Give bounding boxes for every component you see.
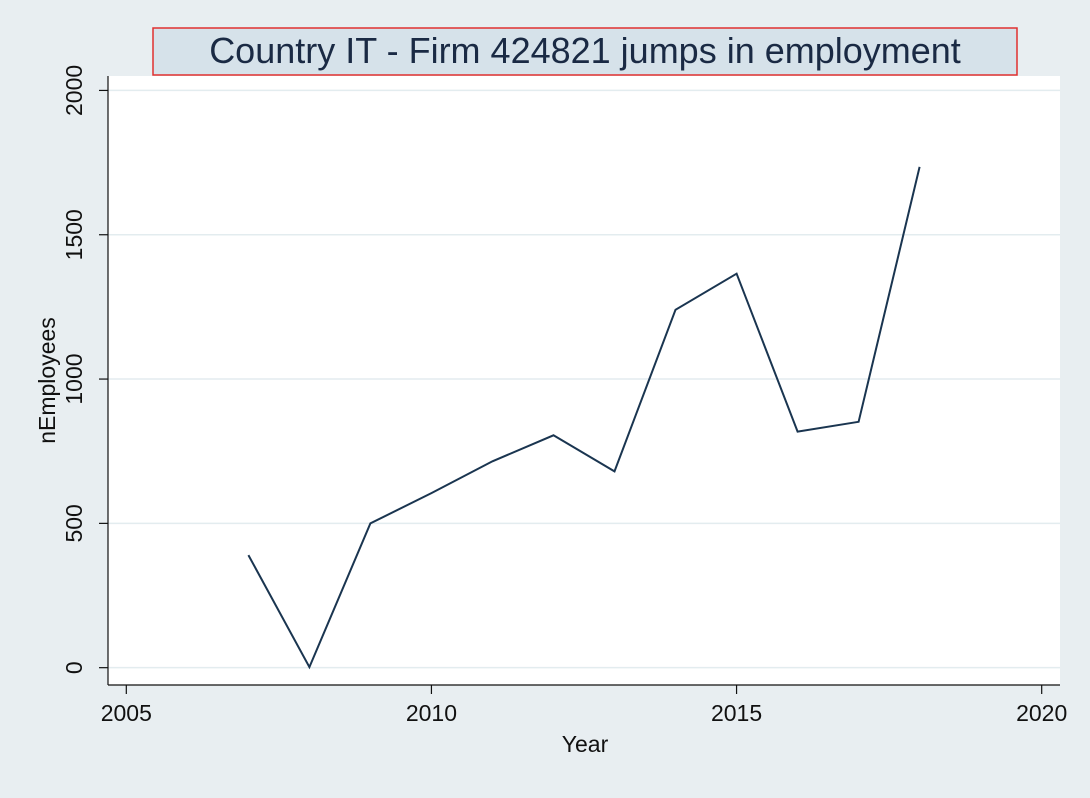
y-tick-label: 2000 [61,65,87,116]
series-layer [247,166,921,670]
y-tick-label: 1500 [61,209,87,260]
data-point [431,493,432,494]
data-point [309,667,310,668]
x-tick-label: 2010 [406,700,457,726]
axes: 0 500 1000 1500 2000 2005 2010 2015 2020 [61,65,1067,726]
x-axis-title: Year [562,731,609,757]
data-point [797,431,798,432]
y-tick-label: 500 [61,504,87,542]
data-point [248,555,249,556]
data-point [492,461,493,462]
data-point [919,166,920,167]
chart-title: Country IT - Firm 424821 jumps in employ… [209,30,961,71]
data-point [614,471,615,472]
title-box [152,27,1018,76]
x-tick-label: 2005 [101,700,152,726]
series-line [247,166,921,670]
data-point [370,523,371,524]
data-point [675,309,676,310]
y-tick-label: 1000 [61,353,87,404]
y-tick-label: 0 [61,661,87,674]
gridlines [108,89,1060,669]
data-point [858,421,859,422]
x-tick-label: 2015 [711,700,762,726]
y-axis-title: nEmployees [34,317,60,444]
data-point [736,273,737,274]
plot-area [108,76,1060,685]
data-point [553,435,554,436]
x-tick-label: 2020 [1016,700,1067,726]
